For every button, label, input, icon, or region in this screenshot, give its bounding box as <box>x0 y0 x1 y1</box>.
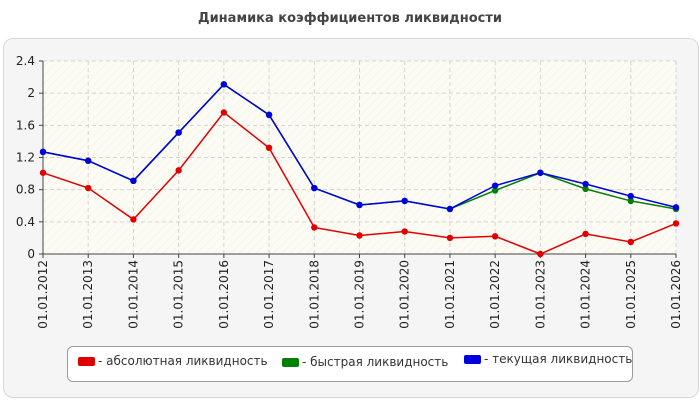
x-tick-label: 01.01.2019 <box>353 260 367 329</box>
series-2-point <box>220 81 228 88</box>
x-tick-label: 01.01.2025 <box>624 260 638 329</box>
series-0-point <box>446 234 454 242</box>
legend-item-quick: - быстрая ликвидность <box>282 355 448 369</box>
x-tick-label: 01.01.2013 <box>81 260 95 329</box>
y-tick-label: 0.4 <box>16 215 35 229</box>
series-2-point <box>491 182 499 189</box>
series-1-point <box>582 185 589 193</box>
chart-title: Динамика коэффициентов ликвидности <box>198 11 502 26</box>
series-0-point <box>627 238 634 246</box>
x-tick-label: 01.01.2018 <box>307 260 321 329</box>
legend-swatch-red <box>78 357 95 366</box>
series-0-point <box>356 232 363 239</box>
x-tick-label: 01.01.2020 <box>398 260 412 329</box>
series-2-point <box>39 148 47 156</box>
y-tick-label: 2.4 <box>16 54 35 68</box>
x-tick-label: 01.01.2014 <box>126 260 140 329</box>
legend-label-quick: - быстрая ликвидность <box>302 355 449 369</box>
series-2-point <box>265 111 273 119</box>
series-2-point <box>311 184 318 192</box>
chart-legend: - абсолютная ликвидность - быстрая ликви… <box>67 346 633 382</box>
y-tick-label: 0.8 <box>16 183 35 197</box>
series-0-point <box>672 220 680 227</box>
series-2-point <box>175 129 182 136</box>
series-0-point <box>220 109 228 116</box>
x-tick-label: 01.01.2021 <box>443 260 457 329</box>
series-0-point <box>401 228 408 235</box>
series-2-point <box>85 157 92 164</box>
x-tick-label: 01.01.2012 <box>36 260 50 329</box>
series-0-point <box>491 233 499 240</box>
series-0-point <box>582 230 589 238</box>
series-1-point <box>491 187 499 194</box>
legend-label-absolute: - абсолютная ликвидность <box>98 354 268 368</box>
legend-label-current: - текущая ликвидность <box>484 352 633 366</box>
series-0-point <box>311 224 318 231</box>
x-tick-label: 01.01.2024 <box>579 260 593 329</box>
x-tick-label: 01.01.2016 <box>217 260 231 329</box>
legend-item-current: - текущая ликвидность <box>464 352 632 366</box>
legend-item-absolute: - абсолютная ликвидность <box>78 354 268 368</box>
y-tick-label: 1.6 <box>16 118 35 132</box>
series-2-point <box>582 180 589 188</box>
series-0-point <box>130 216 137 223</box>
series-0-point <box>537 250 544 258</box>
series-2-point <box>401 197 408 205</box>
x-tick-label: 01.01.2015 <box>172 260 186 329</box>
series-2-point <box>672 204 680 211</box>
y-tick-label: 2 <box>27 86 35 100</box>
series-2-point <box>537 169 544 176</box>
legend-swatch-green <box>282 358 299 367</box>
series-2-point <box>627 192 634 200</box>
series-0-point <box>175 167 182 174</box>
x-tick-label: 01.01.2023 <box>533 260 547 329</box>
y-tick-label: 0 <box>27 247 35 261</box>
x-tick-label: 01.01.2022 <box>488 260 502 329</box>
x-tick-label: 01.01.2026 <box>669 260 683 329</box>
y-tick-label: 1.2 <box>16 151 35 165</box>
series-2-point <box>356 201 363 209</box>
series-1-point <box>627 197 634 205</box>
series-0-point <box>265 144 273 152</box>
series-2-point <box>446 205 454 213</box>
x-tick-label: 01.01.2017 <box>262 260 276 329</box>
legend-swatch-blue <box>464 355 481 364</box>
series-0-point <box>85 184 92 192</box>
series-0-point <box>39 169 47 176</box>
series-2-point <box>130 177 137 185</box>
